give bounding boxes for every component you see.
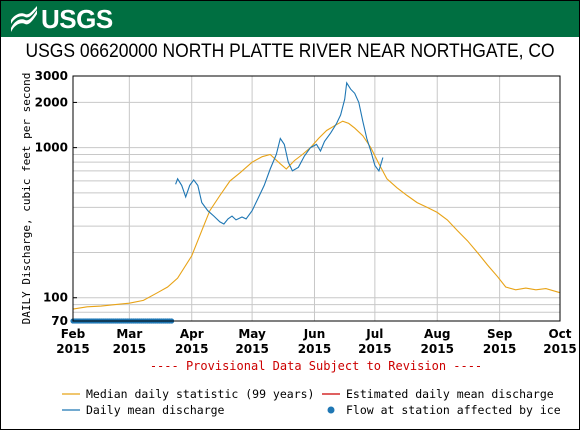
series-line-2 (175, 81, 384, 225)
usgs-logo-text: USGS (41, 3, 113, 34)
legend-swatch (327, 406, 335, 414)
y-tick-labels: 70 100 1000 2000 3000 (35, 69, 77, 328)
legend-label: Flow at station affected by ice (346, 403, 561, 417)
y-tick-label: 3000 (35, 69, 68, 83)
x-tick-year: 2015 (175, 342, 208, 356)
chart-title: USGS 06620000 NORTH PLATTE RIVER NEAR NO… (25, 41, 555, 62)
x-tick-year: 2015 (298, 342, 331, 356)
x-tick-month: Aug (424, 327, 450, 341)
y-tick-label: 100 (43, 291, 68, 305)
x-tick-month: Mar (116, 327, 142, 341)
x-tick-year: 2015 (421, 342, 454, 356)
x-tick-month: Sep (487, 327, 513, 341)
usgs-wave-icon (11, 6, 37, 32)
x-tick-month: May (238, 327, 266, 341)
x-tick-month: Apr (180, 327, 204, 341)
ice-markers (70, 318, 175, 324)
usgs-banner: USGS (1, 1, 579, 37)
x-tick-labels: Feb2015Mar2015Apr2015May2015Jun2015Jul20… (56, 327, 576, 356)
x-tick-year: 2015 (235, 342, 268, 356)
legend-label: Estimated daily mean discharge (346, 387, 554, 401)
series-layer (72, 81, 561, 310)
x-tick-year: 2015 (543, 342, 576, 356)
x-tick-month: Feb (61, 327, 86, 341)
x-tick-year: 2015 (113, 342, 146, 356)
x-tick-year: 2015 (358, 342, 391, 356)
x-tick-year: 2015 (483, 342, 516, 356)
x-tick-month: Jun (303, 327, 326, 341)
y-tick-label: 1000 (35, 141, 68, 155)
x-tick-year: 2015 (56, 342, 89, 356)
legend-label: Median daily statistic (99 years) (86, 387, 314, 401)
y-axis-label: DAILY Discharge, cubic feet per second (20, 73, 33, 325)
grid-lines (72, 75, 561, 321)
provisional-note: ---- Provisional Data Subject to Revisio… (150, 359, 482, 373)
legend: Median daily statistic (99 years) Estimat… (62, 387, 561, 417)
y-tick-label: 70 (51, 314, 68, 328)
series-line-0 (72, 120, 561, 310)
y-tick-label: 2000 (35, 95, 68, 109)
plot-border (72, 75, 561, 322)
x-tick-month: Jul (365, 327, 383, 341)
usgs-logo: USGS (9, 3, 113, 34)
x-tick-month: Oct (548, 327, 571, 341)
legend-label: Daily mean discharge (86, 403, 225, 417)
